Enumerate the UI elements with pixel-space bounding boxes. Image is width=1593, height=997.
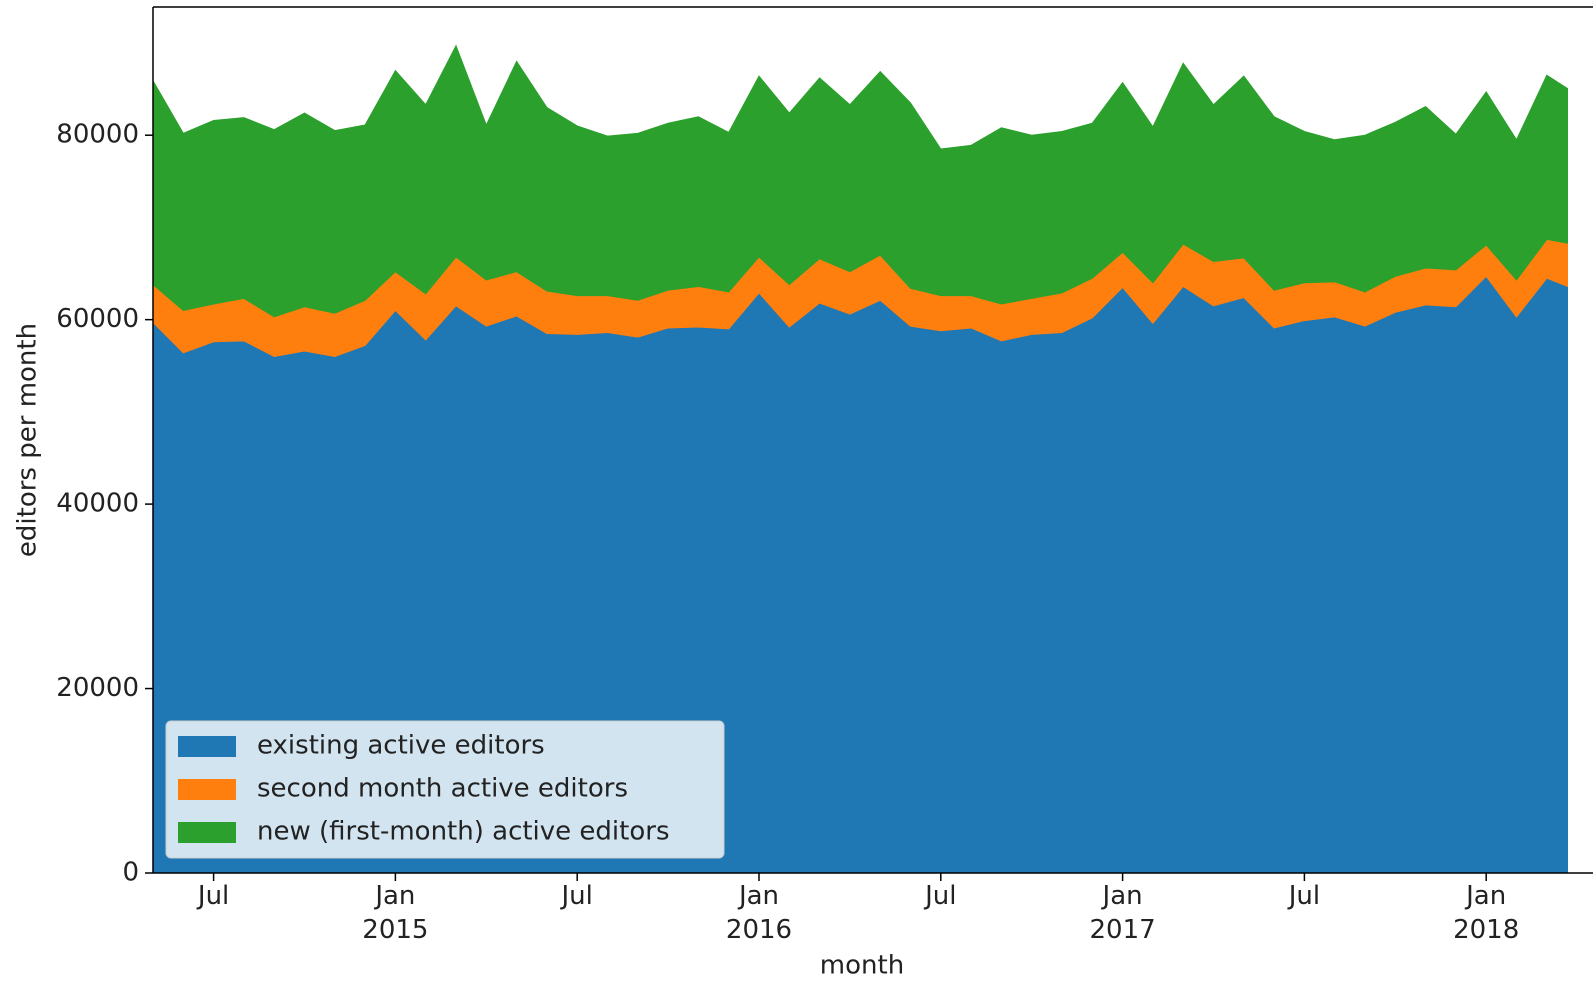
legend-swatch [178, 822, 236, 843]
y-tick-label: 40000 [56, 489, 139, 519]
y-tick-label: 60000 [56, 304, 139, 334]
x-tick-label: Jan 2018 [1453, 881, 1520, 945]
x-tick-label: Jul [925, 881, 957, 911]
legend-label: existing active editors [257, 731, 545, 761]
y-tick-label: 80000 [56, 120, 139, 150]
x-tick-label: Jul [1288, 881, 1321, 911]
legend: existing active editors second month acti… [165, 720, 725, 859]
legend-swatch [178, 779, 236, 800]
y-axis-label: editors per month [13, 323, 43, 557]
y-tick-label: 0 [122, 858, 139, 888]
x-tick-label: Jan 2017 [1089, 881, 1156, 945]
legend-label: new (first-month) active editors [257, 817, 669, 847]
area [153, 44, 1568, 318]
x-tick-label: Jan 2015 [362, 881, 429, 945]
x-tick-label: Jan 2016 [725, 881, 793, 945]
legend-box [165, 720, 725, 859]
x-tick-label: Jul [197, 881, 230, 911]
legend-label: second month active editors [257, 774, 628, 804]
y-tick-label: 20000 [56, 673, 139, 703]
x-axis-label: month [820, 951, 904, 981]
x-tick-label: Jul [561, 881, 593, 911]
legend-swatch [178, 736, 236, 757]
